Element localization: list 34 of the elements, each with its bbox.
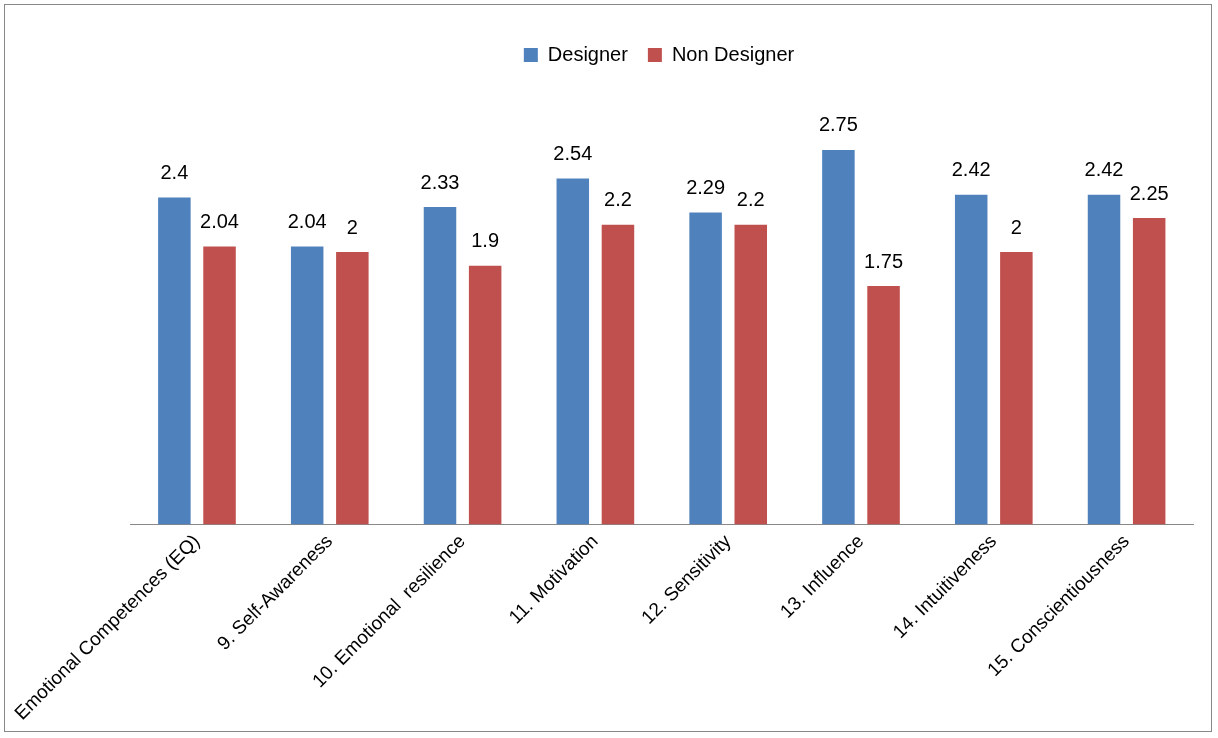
- bar: [336, 252, 369, 525]
- bar: [822, 149, 855, 525]
- data-label: 1.75: [864, 249, 904, 272]
- bar: [1087, 194, 1121, 525]
- bar: [1000, 252, 1033, 525]
- data-label: 2.4: [160, 161, 189, 184]
- data-label: 2.2: [604, 188, 632, 211]
- bar: [158, 197, 191, 525]
- bar: [867, 286, 900, 525]
- data-label: 2.04: [287, 210, 327, 233]
- legend-label: Designer: [547, 42, 629, 65]
- data-label: 2.2: [736, 188, 765, 211]
- bar: [734, 224, 768, 525]
- data-label: 2.29: [686, 176, 726, 199]
- bar: [954, 194, 988, 525]
- data-label: 1.9: [471, 229, 500, 252]
- data-label: 2.75: [818, 113, 858, 136]
- data-label: 2.04: [200, 210, 240, 233]
- bar: [203, 246, 236, 525]
- data-label: 2.54: [553, 142, 593, 165]
- data-label: 2.33: [420, 170, 460, 193]
- bar: [601, 224, 635, 525]
- bar: [423, 207, 457, 525]
- data-label: 2.25: [1129, 181, 1169, 204]
- bar: [1132, 218, 1166, 525]
- legend-label: Non Designer: [671, 42, 795, 65]
- bar: [468, 265, 502, 525]
- bar: [556, 178, 590, 525]
- data-label: 2.42: [951, 158, 991, 181]
- data-label: 2: [346, 215, 358, 238]
- bar: [290, 246, 324, 525]
- bar: [689, 212, 722, 525]
- data-label: 2.42: [1084, 158, 1124, 181]
- data-label: 2: [1010, 215, 1022, 238]
